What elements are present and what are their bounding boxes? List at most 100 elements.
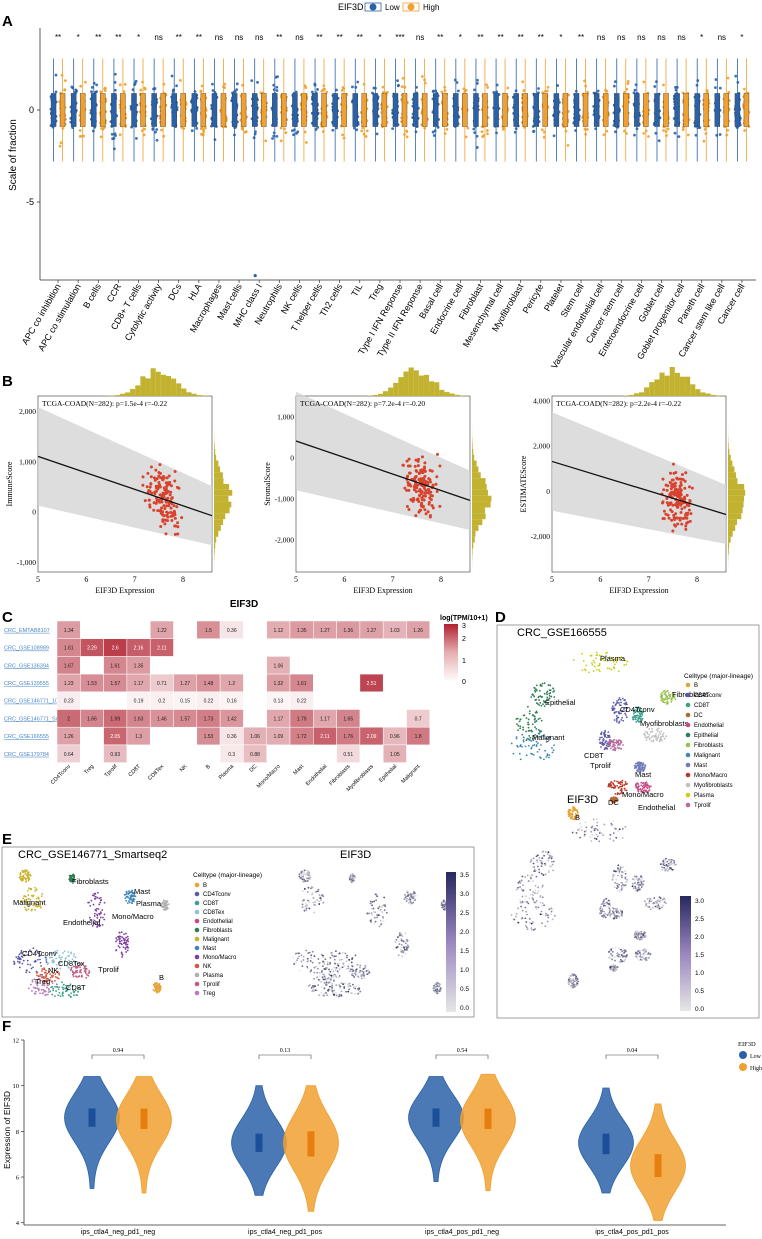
feature-point bbox=[660, 865, 663, 868]
low-point bbox=[113, 132, 117, 136]
x-histogram-bar bbox=[685, 376, 691, 396]
umap-point bbox=[543, 682, 546, 685]
feature-point bbox=[640, 930, 643, 933]
umap-point bbox=[598, 662, 601, 665]
umap-point bbox=[531, 693, 534, 696]
feature-point bbox=[521, 875, 524, 878]
high-point bbox=[623, 129, 626, 133]
high-point bbox=[405, 135, 409, 139]
heatmap-value: 1.36 bbox=[343, 628, 353, 634]
heatmap-value: 0.88 bbox=[250, 752, 260, 758]
low-point bbox=[475, 134, 479, 138]
umap-point bbox=[573, 807, 576, 810]
scatter-plot-2: TCGA-COAD(N=282): p=2.2e-4 r=-0.225 6 7 8EI… bbox=[519, 367, 746, 595]
significance-label: ns bbox=[657, 33, 665, 42]
x-tick-label: 6 bbox=[84, 575, 88, 584]
umap-point bbox=[617, 698, 620, 701]
x-tick-label: HLA bbox=[186, 282, 203, 302]
feature-point bbox=[540, 904, 543, 907]
high-point bbox=[546, 85, 550, 89]
umap-point bbox=[615, 720, 618, 723]
low-point bbox=[475, 82, 479, 85]
feature-point bbox=[646, 905, 649, 908]
umap-point bbox=[611, 658, 614, 661]
umap-point bbox=[530, 746, 533, 749]
heatmap-value: 2 bbox=[67, 716, 70, 722]
group-26: **Stem cell bbox=[559, 33, 590, 319]
umap-point bbox=[640, 784, 643, 787]
feature-point bbox=[611, 878, 614, 881]
feature-point bbox=[571, 981, 573, 984]
feature-point bbox=[533, 870, 536, 873]
panel-c-heatmap: CRC_EMTAB8107 1.34 1.22 1.5 0.36 1.12 1.35 1.27… bbox=[4, 620, 431, 793]
feature-point bbox=[631, 882, 634, 885]
feature-point bbox=[613, 827, 616, 830]
feature-point bbox=[528, 880, 531, 882]
x-histogram-bar bbox=[372, 394, 378, 396]
umap-point bbox=[609, 782, 612, 785]
heatmap-value: 1.27 bbox=[367, 628, 377, 634]
umap-point bbox=[666, 698, 668, 701]
low-point bbox=[614, 130, 617, 134]
feature-point bbox=[537, 854, 539, 857]
feature-point bbox=[611, 954, 614, 957]
umap-point bbox=[543, 692, 546, 695]
umap-point bbox=[567, 813, 570, 815]
feature-point bbox=[641, 881, 644, 884]
umap-point bbox=[527, 726, 530, 729]
umap-point bbox=[519, 725, 522, 728]
heatmap-value: 1.03 bbox=[390, 628, 400, 634]
umap-point bbox=[552, 687, 554, 690]
heatmap-value: 1.32 bbox=[273, 681, 283, 687]
feature-point bbox=[617, 909, 619, 912]
umap-point bbox=[603, 659, 606, 662]
scatter-point bbox=[159, 493, 163, 497]
heatmap-value: 2.11 bbox=[320, 734, 330, 740]
low-point bbox=[95, 83, 99, 87]
umap-point bbox=[620, 656, 623, 659]
scatter-point bbox=[669, 508, 673, 512]
umap-cluster-label: Plasma bbox=[600, 654, 626, 663]
umap-point bbox=[27, 872, 29, 875]
umap-point bbox=[98, 897, 101, 900]
feature-point bbox=[639, 955, 642, 958]
umap-point bbox=[640, 781, 643, 784]
umap-point bbox=[606, 745, 609, 748]
umap-point bbox=[532, 735, 535, 737]
scatter-point bbox=[405, 488, 409, 492]
umap-point bbox=[652, 735, 655, 737]
y-histogram-bar bbox=[214, 484, 230, 490]
feature-point bbox=[621, 871, 623, 873]
heatmap-value: 1.73 bbox=[204, 716, 214, 722]
y-tick-label: 1,000 bbox=[19, 457, 36, 466]
feature-point bbox=[540, 872, 543, 875]
feature-point bbox=[611, 967, 614, 969]
legend-label: Endothelial bbox=[694, 723, 724, 729]
scatter-point bbox=[685, 521, 689, 525]
scatter-point bbox=[687, 508, 691, 512]
low-point bbox=[54, 73, 58, 77]
umap-point bbox=[663, 698, 666, 700]
group-15: **TIL bbox=[349, 33, 369, 298]
feature-point bbox=[614, 870, 617, 873]
legend-label: Malignant bbox=[694, 753, 720, 759]
umap-point bbox=[537, 735, 539, 738]
umap-point bbox=[534, 726, 536, 728]
umap-point bbox=[615, 659, 618, 662]
umap-point bbox=[595, 668, 598, 671]
legend-low-box bbox=[364, 2, 382, 12]
umap-point bbox=[34, 909, 36, 911]
legend-swatch bbox=[685, 742, 691, 748]
umap-point bbox=[659, 733, 662, 735]
low-point bbox=[431, 130, 435, 134]
high-point bbox=[79, 84, 83, 88]
y-histogram-bar bbox=[214, 466, 221, 473]
heatmap-row-label: CRC_GSE146771_Smartseq2 bbox=[4, 716, 79, 722]
feature-point bbox=[647, 956, 650, 959]
umap-point bbox=[610, 786, 613, 789]
umap-point bbox=[634, 762, 637, 765]
low-point bbox=[213, 138, 217, 142]
umap-point bbox=[618, 720, 621, 723]
umap-point bbox=[671, 697, 674, 699]
